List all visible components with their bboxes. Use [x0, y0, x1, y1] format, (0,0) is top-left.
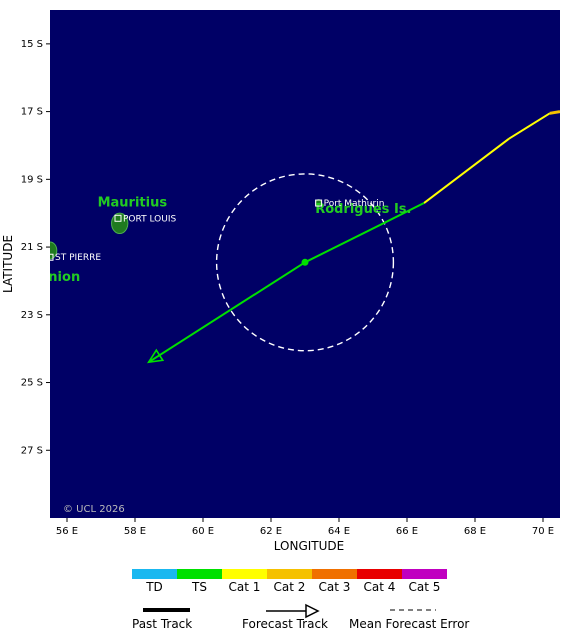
place-label-1: Rodrigues Is.: [315, 202, 411, 217]
legend-swatch-2: [222, 569, 267, 579]
legend-swatch-0: [132, 569, 177, 579]
lon-tick-label-6: 68 E: [464, 526, 486, 537]
forecast-track-label: Forecast Track: [242, 617, 328, 631]
forecast-track-segment-2: [304, 202, 425, 264]
forecast-track-segment-1: [423, 137, 510, 204]
island-0: [111, 212, 129, 235]
city-label-1: Port Mathurin: [324, 199, 385, 209]
lon-tick-label-1: 58 E: [124, 526, 146, 537]
lon-tick-label-5: 66 E: [396, 526, 418, 537]
lon-tick-label-3: 62 E: [260, 526, 282, 537]
map-content: Mauritius Rodrigues Is. nion PORT LOUIS Port…: [48, 110, 560, 515]
category-legend: TD TS Cat 1 Cat 2 Cat 3 Cat 4 Cat 5: [132, 569, 447, 594]
lat-tick-label-4: 23 S: [21, 310, 43, 321]
past-track-segment-0: [549, 110, 560, 115]
legend-label-4: Cat 3: [319, 580, 351, 594]
legend-label-5: Cat 4: [364, 580, 396, 594]
forecast-arrowhead-icon: [146, 348, 165, 364]
lat-tick-label-5: 25 S: [21, 378, 43, 389]
copyright-text: © UCL 2026: [63, 504, 125, 515]
legend-swatch-1: [177, 569, 222, 579]
places-layer: Mauritius Rodrigues Is. nion PORT LOUIS Port…: [48, 195, 411, 285]
legend-label-2: Cat 1: [229, 580, 261, 594]
legend-label-6: Cat 5: [409, 580, 441, 594]
lon-tick-label-0: 56 E: [56, 526, 78, 537]
city-marker-2: [50, 253, 54, 261]
past-track-label: Past Track: [132, 617, 192, 631]
city-marker-1: [315, 199, 323, 207]
legend-past-track: Past Track: [132, 608, 192, 631]
lat-tick-label-3: 21 S: [21, 242, 43, 253]
legend-label-0: TD: [145, 580, 163, 594]
error-circle-layer: [215, 173, 395, 352]
legend-swatch-6: [402, 569, 447, 579]
place-label-2: nion: [48, 270, 80, 285]
lon-tick-label-2: 60 E: [192, 526, 214, 537]
y-axis-title: LATITUDE: [1, 235, 15, 293]
city-label-0: PORT LOUIS: [123, 214, 176, 224]
place-label-0: Mauritius: [98, 195, 168, 210]
city-marker-0: [114, 214, 122, 222]
legend-swatch-5: [357, 569, 402, 579]
lat-tick-label-2: 19 S: [21, 174, 43, 185]
legend-label-1: TS: [191, 580, 207, 594]
legend-forecast-track: Forecast Track: [242, 603, 328, 631]
x-axis-title: LONGITUDE: [274, 539, 344, 553]
forecast-arrow-icon: [305, 603, 320, 619]
mean-error-label: Mean Forecast Error: [349, 617, 469, 631]
lon-tick-label-4: 64 E: [328, 526, 350, 537]
mean-forecast-error-circle: [215, 173, 395, 352]
legend-swatch-4: [312, 569, 357, 579]
legend-mean-error: Mean Forecast Error: [349, 609, 469, 631]
forecast-track-segment-3: [148, 261, 306, 364]
lat-tick-label-1: 17 S: [21, 107, 43, 118]
lat-tick-label-6: 27 S: [21, 445, 43, 456]
track-layer: [146, 110, 560, 364]
axis-ticks: 56 E 58 E 60 E 62 E 64 E 66 E 68 E 70 E 15 S 17 S…: [21, 39, 554, 537]
city-label-2: ST PIERRE: [55, 253, 101, 263]
forecast-track-segment-0: [508, 112, 551, 140]
legend-label-3: Cat 2: [274, 580, 306, 594]
current-position-marker: [301, 258, 309, 266]
lat-tick-label-0: 15 S: [21, 39, 43, 50]
lon-tick-label-7: 70 E: [532, 526, 554, 537]
legend-swatch-3: [267, 569, 312, 579]
